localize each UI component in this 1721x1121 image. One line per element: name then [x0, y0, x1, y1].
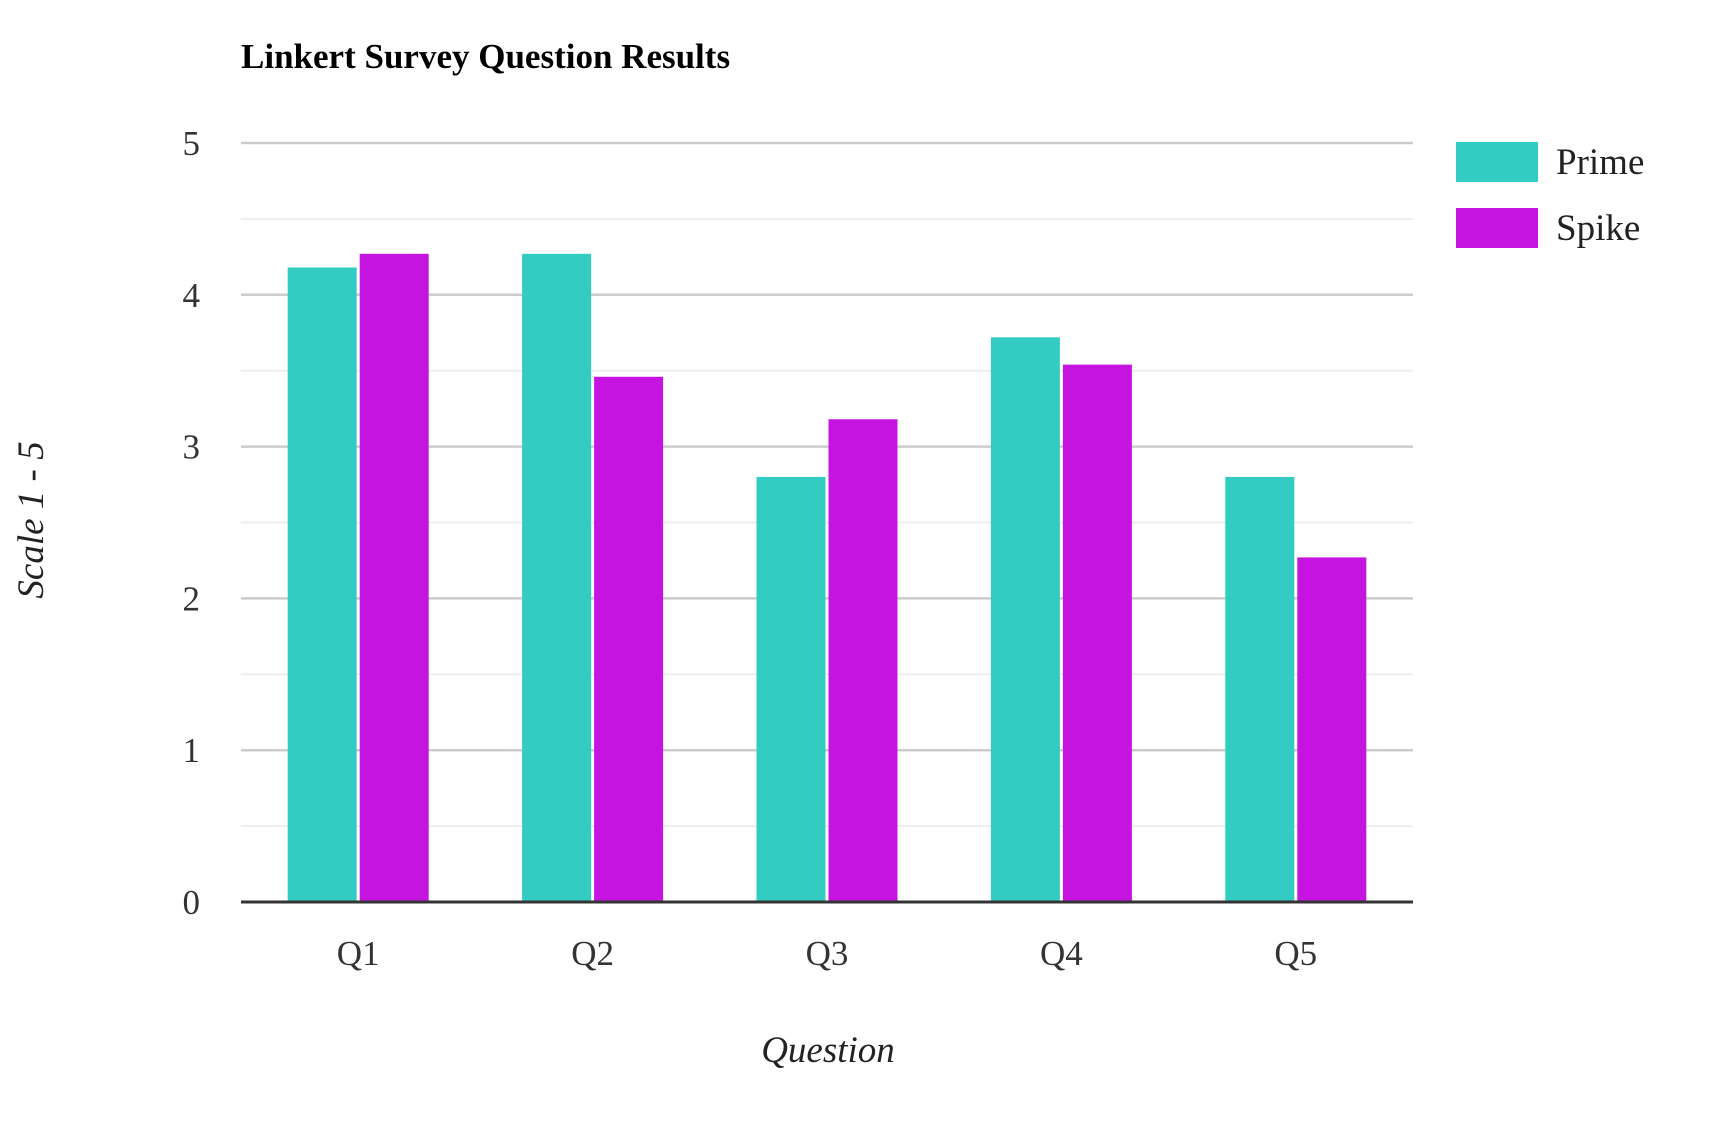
y-axis-label: Scale 1 - 5 [11, 441, 52, 598]
x-tick-label: Q1 [337, 934, 380, 973]
y-tick-label: 1 [183, 731, 201, 770]
y-tick-label: 0 [183, 883, 201, 922]
grid-lines [241, 141, 1413, 828]
x-tick-label: Q3 [806, 934, 849, 973]
legend-label-spike: Spike [1556, 208, 1640, 249]
bars [287, 253, 1367, 903]
bar-prime-q1 [287, 267, 357, 902]
x-tick-label: Q4 [1040, 934, 1083, 973]
y-axis-ticks: 0 1 2 3 4 5 [183, 124, 201, 922]
bar-spike-q5 [1297, 557, 1367, 902]
y-tick-label: 4 [183, 276, 201, 315]
bar-prime-q4 [990, 337, 1060, 903]
bar-spike-q2 [594, 376, 664, 903]
legend-label-prime: Prime [1556, 142, 1644, 183]
bar-spike-q1 [359, 253, 429, 903]
x-axis-ticks: Q1 Q2 Q3 Q4 Q5 [337, 934, 1317, 973]
y-tick-label: 3 [183, 428, 201, 467]
bar-spike-q4 [1062, 364, 1132, 902]
bar-spike-q3 [828, 419, 898, 902]
x-tick-label: Q5 [1274, 934, 1317, 973]
x-tick-label: Q2 [571, 934, 614, 973]
y-tick-label: 2 [183, 579, 201, 618]
bar-prime-q2 [522, 253, 592, 903]
legend-swatch-prime [1456, 142, 1538, 182]
legend-swatch-spike [1456, 208, 1538, 248]
y-tick-label: 5 [183, 124, 201, 163]
bar-prime-q5 [1225, 476, 1295, 902]
x-axis-label: Question [761, 1030, 895, 1071]
bar-prime-q3 [756, 476, 826, 902]
legend: Prime Spike [1456, 142, 1644, 249]
chart-title: Linkert Survey Question Results [241, 37, 730, 76]
